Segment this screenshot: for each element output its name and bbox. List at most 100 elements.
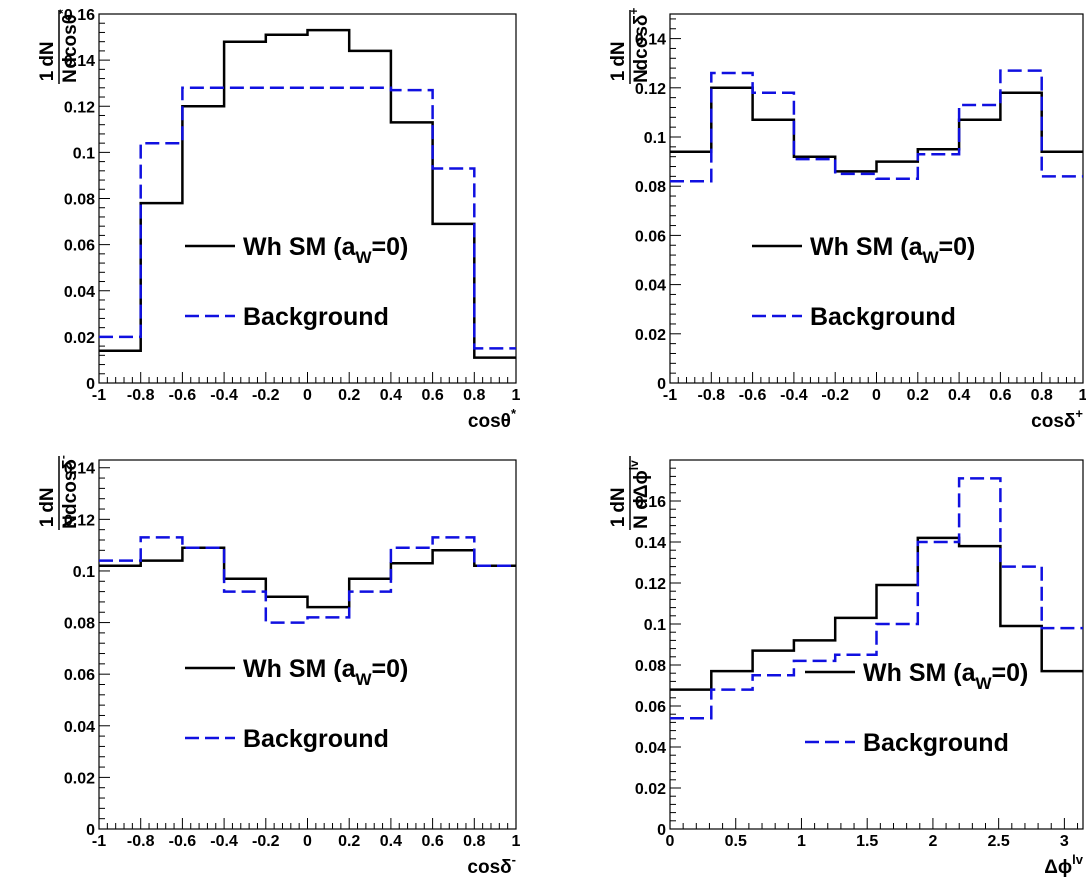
x-tick-label: -0.4: [210, 833, 238, 850]
y-tick-label: 0.1: [644, 617, 666, 634]
x-tick-label: 0.6: [421, 387, 443, 404]
x-tick-label: 0: [666, 833, 675, 850]
background-histogram: [670, 69, 1083, 183]
y-axis-label-n: N: [60, 515, 81, 529]
plot-frame: [669, 459, 1084, 830]
plot-frame: [98, 459, 517, 830]
x-tick-label: -0.6: [169, 833, 197, 850]
y-tick-label: 0.12: [64, 99, 95, 116]
y-axis-label-denominator: dcosθ*: [56, 9, 81, 69]
background-histogram: [99, 86, 516, 350]
legend-background-label: Background: [243, 303, 389, 331]
legend-background-label: Background: [810, 303, 956, 331]
x-tick-label: 0: [872, 387, 881, 404]
y-axis-label-numerator: dN: [608, 487, 629, 512]
x-axis-label: cosδ-: [467, 852, 516, 878]
x-tick-label: 0.6: [989, 387, 1011, 404]
x-tick-label: -1: [663, 387, 677, 404]
x-tick-label: 0.2: [338, 387, 360, 404]
legend-background-label: Background: [243, 725, 389, 753]
y-tick-label: 0.16: [635, 494, 666, 511]
y-tick-label: 0.12: [64, 512, 95, 529]
y-tick-label: 0: [657, 376, 666, 393]
background-histogram: [99, 536, 516, 624]
x-tick-label: -0.4: [210, 387, 238, 404]
y-tick-label: 0.02: [635, 327, 666, 344]
legend-signal-label: Wh SM (aW=0): [243, 233, 408, 267]
y-tick-label: 0: [86, 822, 95, 839]
x-tick-label: -0.2: [252, 833, 280, 850]
x-tick-label: -0.2: [252, 387, 280, 404]
x-tick-label: 1: [512, 387, 521, 404]
y-tick-label: 0.1: [644, 130, 666, 147]
y-tick-label: 0.04: [635, 740, 666, 757]
x-tick-label: 2.5: [988, 833, 1010, 850]
panel-cos-delta-minus: -1 -0.8 -0.6 -0.4 -0.2 0 0.2 0.4 0.6 0.8 1 0 0.02 0.0…: [37, 455, 521, 878]
y-axis-label-denominator: dcosδ+: [627, 8, 652, 71]
y-tick-label: 0.08: [635, 658, 666, 675]
x-tick-label: 0.4: [380, 387, 402, 404]
x-tick-label: 0.5: [725, 833, 747, 850]
y-axis-label-one: 1: [608, 516, 629, 527]
y-axis-label-n: N: [60, 69, 81, 83]
x-tick-label: 0.8: [1031, 387, 1053, 404]
y-tick-label: 0: [86, 376, 95, 393]
y-tick-label: 0.08: [64, 616, 95, 633]
y-tick-label: 0.1: [73, 145, 95, 162]
y-tick-label: 0.02: [635, 781, 666, 798]
y-tick-label: 0.14: [64, 53, 95, 70]
panel-cos-delta-plus: -1 -0.8 -0.6 -0.4 -0.2 0 0.2 0.4 0.6 0.8 1 0 0.02 0.0…: [608, 8, 1086, 432]
y-tick-label: 0.12: [635, 81, 666, 98]
x-tick-label: -0.6: [739, 387, 767, 404]
x-tick-label: 3: [1060, 833, 1069, 850]
signal-histogram: [670, 86, 1083, 173]
legend-signal-label: Wh SM (aW=0): [810, 233, 975, 267]
y-tick-label: 0.02: [64, 770, 95, 787]
x-axis-label: cosδ+: [1031, 406, 1083, 432]
x-tick-label: 0.8: [463, 833, 485, 850]
x-tick-label: 0: [303, 387, 312, 404]
x-tick-label: 1: [512, 833, 521, 850]
y-tick-label: 0.06: [635, 228, 666, 245]
legend-signal-label: Wh SM (aW=0): [863, 659, 1028, 693]
x-tick-label: 1: [797, 833, 806, 850]
x-tick-label: 2: [928, 833, 937, 850]
y-tick-label: 0.04: [64, 284, 95, 301]
x-tick-label: 1: [1079, 387, 1086, 404]
y-tick-label: 0.06: [64, 667, 95, 684]
x-tick-label: 0.8: [463, 387, 485, 404]
y-tick-label: 0.04: [635, 278, 666, 295]
y-axis-label: 1 NdN dΔϕlv: [608, 456, 652, 530]
x-tick-label: 1.5: [856, 833, 878, 850]
y-tick-label: 0: [657, 822, 666, 839]
x-tick-label: -1: [92, 833, 106, 850]
x-axis-label: cosθ*: [468, 406, 517, 432]
x-tick-label: -0.8: [698, 387, 726, 404]
x-tick-label: 0.6: [421, 833, 443, 850]
y-tick-label: 0.06: [64, 238, 95, 255]
y-axis-label-one: 1: [37, 516, 58, 527]
y-tick-label: 0.08: [64, 192, 95, 209]
panel-cos-theta-star: -1 -0.8 -0.6 -0.4 -0.2 0 0.2 0.4 0.6 0.8 1 0 0.02 0.0…: [37, 7, 521, 432]
signal-histogram: [99, 546, 516, 609]
y-tick-label: 0.14: [635, 535, 666, 552]
y-axis-label-denominator: dΔϕlv: [627, 460, 652, 510]
y-tick-label: 0.06: [635, 699, 666, 716]
x-tick-label: 0.4: [948, 387, 970, 404]
x-tick-label: 0: [303, 833, 312, 850]
y-axis-label-one: 1: [608, 70, 629, 81]
y-axis-label: 1 NdN dcosθ*: [37, 9, 81, 84]
y-tick-label: 0.14: [635, 32, 666, 49]
y-axis-label-n: N: [631, 515, 652, 529]
y-tick-label: 0.1: [73, 564, 95, 581]
y-tick-label: 0.04: [64, 719, 95, 736]
x-tick-label: -1: [92, 387, 106, 404]
legend-signal-label: Wh SM (aW=0): [243, 655, 408, 689]
y-tick-label: 0.08: [635, 179, 666, 196]
y-axis-label-n: N: [631, 69, 652, 83]
x-tick-label: -0.8: [127, 833, 155, 850]
x-tick-label: 0.2: [338, 833, 360, 850]
y-axis-label-numerator: dN: [37, 41, 58, 66]
panel-delta-phi-lv: 0 0.5 1 1.5 2 2.5 3 0 0.02 0.04 0.06 0.08 0.1 0.12 0.1…: [608, 456, 1084, 878]
